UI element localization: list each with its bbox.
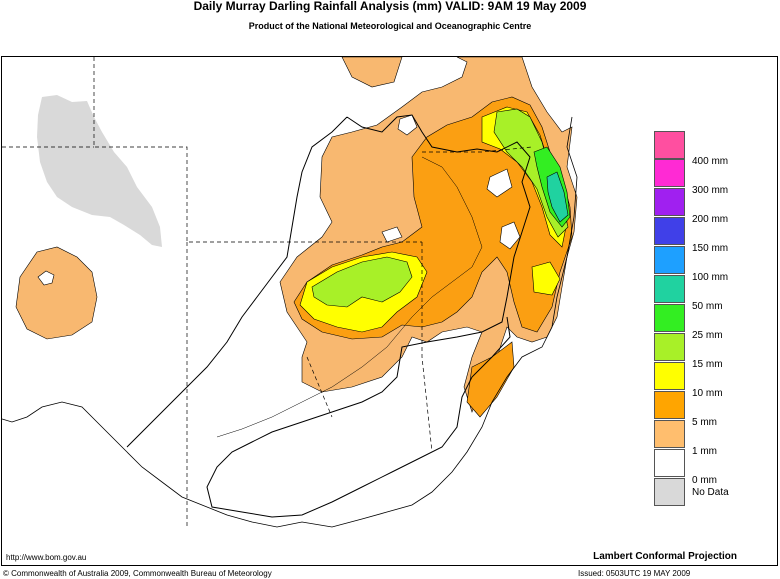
legend-label-10: 5 mm — [692, 417, 717, 428]
state-border — [2, 57, 533, 527]
legend-label-3: 200 mm — [692, 214, 729, 225]
legend-swatch-7 — [654, 333, 685, 361]
legend-swatch-5 — [654, 275, 685, 303]
legend-swatch-4 — [654, 246, 685, 274]
legend-label-6: 50 mm — [692, 301, 723, 312]
legend-swatch-6 — [654, 304, 685, 332]
basin-boundary — [126, 114, 531, 518]
projection-label: Lambert Conformal Projection — [593, 551, 737, 562]
issued-timestamp: Issued: 0503UTC 19 MAY 2009 — [578, 569, 691, 578]
legend-label-7: 25 mm — [692, 330, 723, 341]
map-panel — [1, 56, 778, 566]
copyright-notice: © Commonwealth of Australia 2009, Common… — [3, 569, 272, 578]
legend-label-12: 0 mm — [692, 475, 717, 486]
rain-area-west — [15, 246, 98, 340]
rainfall-map — [2, 57, 578, 528]
source-url: http://www.bom.gov.au — [6, 553, 87, 562]
legend-label-4: 150 mm — [692, 243, 729, 254]
legend-label-9: 10 mm — [692, 388, 723, 399]
rain-area-very-heavy — [311, 108, 569, 308]
legend-label-11: 1 mm — [692, 446, 717, 457]
map-title: Daily Murray Darling Rainfall Analysis (… — [193, 0, 587, 13]
legend-label-nodata: No Data — [692, 487, 729, 498]
legend-label-8: 15 mm — [692, 359, 723, 370]
legend-label-1: 400 mm — [692, 156, 729, 167]
rain-area-west-hole — [37, 270, 55, 286]
no-data-region — [37, 95, 162, 247]
legend-swatch-10 — [654, 420, 685, 448]
legend-label-2: 300 mm — [692, 185, 729, 196]
legend-swatch-11 — [654, 449, 685, 477]
legend-swatch-3 — [654, 217, 685, 245]
legend-swatch-12 — [654, 478, 685, 506]
coastline — [2, 116, 578, 528]
dry-patch — [381, 114, 521, 250]
legend-swatch-0 — [654, 131, 685, 159]
rain-area-extreme — [546, 171, 569, 223]
legend-swatch-9 — [654, 391, 685, 419]
legend-swatch-8 — [654, 362, 685, 390]
map-subtitle: Product of the National Meteorological a… — [248, 21, 532, 31]
legend-swatch-2 — [654, 188, 685, 216]
river — [216, 156, 483, 438]
legend-swatch-1 — [654, 159, 685, 187]
legend-label-5: 100 mm — [692, 272, 729, 283]
